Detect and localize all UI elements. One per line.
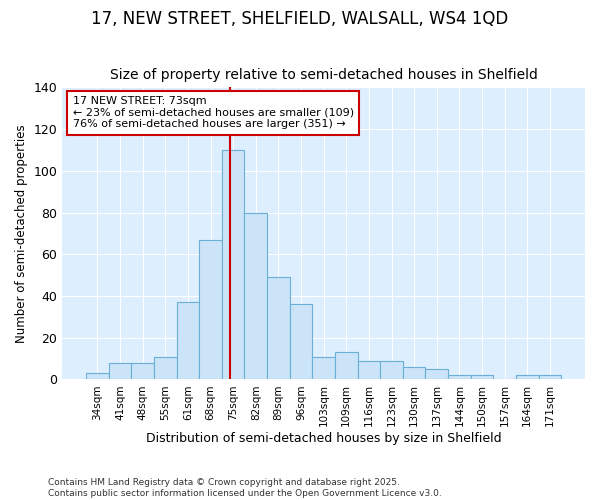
- Bar: [358, 360, 380, 380]
- X-axis label: Distribution of semi-detached houses by size in Shelfield: Distribution of semi-detached houses by …: [146, 432, 502, 445]
- Bar: [539, 376, 561, 380]
- Text: Contains HM Land Registry data © Crown copyright and database right 2025.
Contai: Contains HM Land Registry data © Crown c…: [48, 478, 442, 498]
- Bar: [244, 212, 267, 380]
- Bar: [516, 376, 539, 380]
- Bar: [199, 240, 222, 380]
- Bar: [403, 367, 425, 380]
- Bar: [380, 360, 403, 380]
- Bar: [448, 376, 471, 380]
- Bar: [109, 363, 131, 380]
- Bar: [313, 356, 335, 380]
- Text: 17, NEW STREET, SHELFIELD, WALSALL, WS4 1QD: 17, NEW STREET, SHELFIELD, WALSALL, WS4 …: [91, 10, 509, 28]
- Y-axis label: Number of semi-detached properties: Number of semi-detached properties: [15, 124, 28, 342]
- Bar: [471, 376, 493, 380]
- Bar: [335, 352, 358, 380]
- Bar: [154, 356, 176, 380]
- Bar: [425, 369, 448, 380]
- Bar: [86, 373, 109, 380]
- Bar: [222, 150, 244, 380]
- Bar: [131, 363, 154, 380]
- Bar: [267, 277, 290, 380]
- Text: 17 NEW STREET: 73sqm
← 23% of semi-detached houses are smaller (109)
76% of semi: 17 NEW STREET: 73sqm ← 23% of semi-detac…: [73, 96, 354, 130]
- Title: Size of property relative to semi-detached houses in Shelfield: Size of property relative to semi-detach…: [110, 68, 538, 82]
- Bar: [290, 304, 313, 380]
- Bar: [176, 302, 199, 380]
